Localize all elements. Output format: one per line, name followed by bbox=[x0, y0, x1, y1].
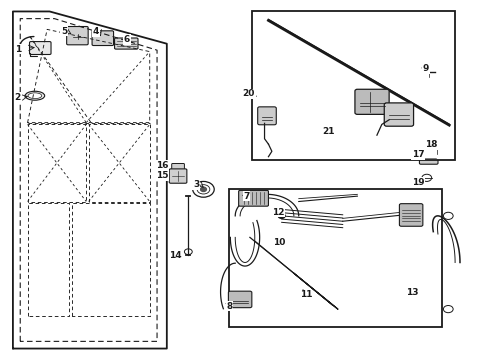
Text: 21: 21 bbox=[322, 127, 335, 136]
FancyBboxPatch shape bbox=[115, 38, 138, 49]
Text: 19: 19 bbox=[412, 178, 424, 187]
Text: 14: 14 bbox=[170, 251, 182, 260]
Text: 5: 5 bbox=[61, 27, 67, 36]
FancyBboxPatch shape bbox=[258, 107, 276, 125]
Text: 20: 20 bbox=[243, 89, 255, 98]
Bar bbox=[229, 189, 442, 327]
Text: 18: 18 bbox=[425, 140, 438, 149]
FancyBboxPatch shape bbox=[355, 89, 389, 114]
Text: 7: 7 bbox=[243, 192, 249, 201]
FancyBboxPatch shape bbox=[29, 41, 51, 54]
FancyBboxPatch shape bbox=[239, 190, 269, 206]
FancyBboxPatch shape bbox=[419, 151, 438, 164]
Text: 3: 3 bbox=[193, 180, 199, 189]
Text: 8: 8 bbox=[226, 302, 232, 311]
Text: 17: 17 bbox=[412, 150, 424, 159]
FancyBboxPatch shape bbox=[384, 103, 414, 126]
Text: 6: 6 bbox=[123, 35, 130, 44]
Text: 10: 10 bbox=[273, 238, 285, 247]
FancyBboxPatch shape bbox=[92, 31, 114, 45]
Circle shape bbox=[278, 213, 285, 219]
FancyBboxPatch shape bbox=[228, 291, 252, 308]
Text: 11: 11 bbox=[300, 290, 312, 299]
Bar bbox=[252, 12, 455, 160]
FancyBboxPatch shape bbox=[399, 204, 423, 226]
Text: 15: 15 bbox=[156, 171, 168, 180]
Text: 4: 4 bbox=[93, 27, 99, 36]
Circle shape bbox=[200, 187, 206, 192]
FancyBboxPatch shape bbox=[169, 169, 187, 183]
Text: 1: 1 bbox=[15, 45, 21, 54]
Ellipse shape bbox=[28, 93, 42, 99]
Text: 12: 12 bbox=[272, 208, 285, 217]
Ellipse shape bbox=[25, 91, 45, 100]
Text: 13: 13 bbox=[406, 288, 419, 297]
Text: 16: 16 bbox=[156, 161, 168, 170]
FancyBboxPatch shape bbox=[172, 163, 184, 170]
Text: 2: 2 bbox=[15, 93, 21, 102]
Text: 9: 9 bbox=[422, 64, 429, 73]
FancyBboxPatch shape bbox=[67, 27, 88, 45]
